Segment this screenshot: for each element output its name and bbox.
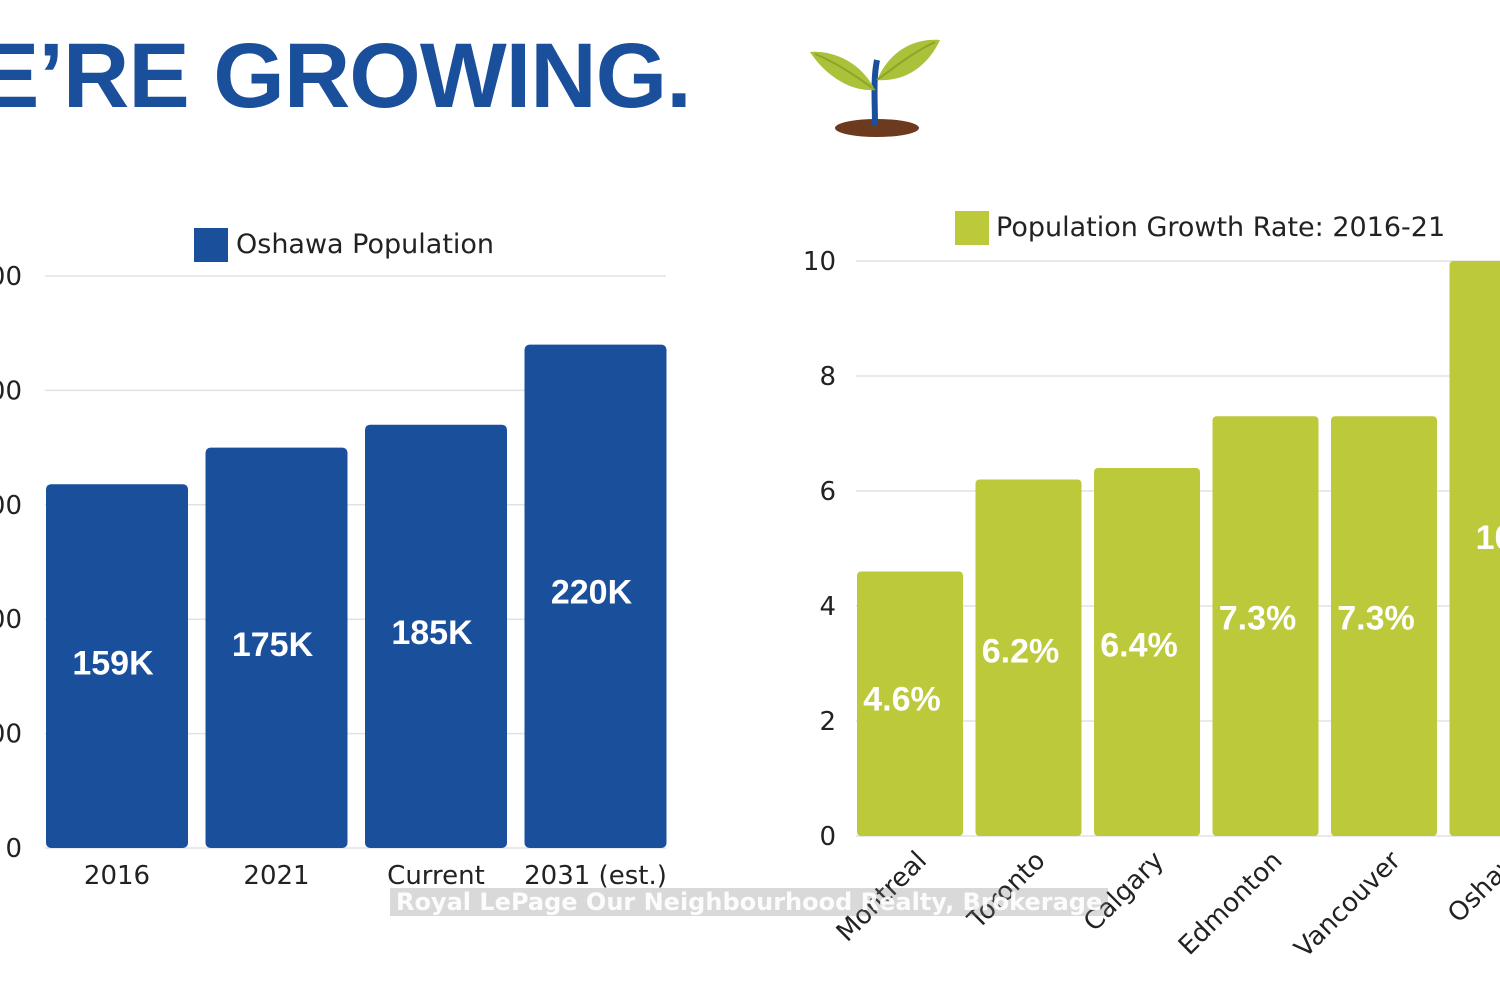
pop-y-tick-label: 00 (0, 262, 22, 292)
growth-data-label: 7.3% (1219, 600, 1297, 638)
growth-data-label: 6.2% (982, 633, 1060, 671)
sprout-icon (810, 39, 940, 137)
pop-bar-2016 (46, 484, 188, 848)
legend-swatch-oshawa-population (194, 228, 228, 262)
growth-x-tick-label: Vancouver (1289, 846, 1407, 964)
growth-y-tick-label: 0 (819, 822, 836, 852)
page-title: E’RE GROWING. (0, 25, 692, 127)
pop-data-label: 175K (232, 626, 314, 664)
pop-x-tick-label: 2031 (est.) (524, 861, 667, 891)
pop-data-label: 220K (551, 573, 633, 611)
pop-x-tick-label: 2021 (243, 861, 309, 891)
legend-growth-rate: Population Growth Rate: 2016-21 (996, 212, 1445, 243)
growth-data-label: 7.3% (1337, 600, 1415, 638)
growth-y-tick-label: 4 (819, 592, 836, 622)
growth-x-tick-label: Edmonton (1173, 846, 1288, 961)
growth-y-tick-label: 8 (819, 362, 836, 392)
legend-oshawa-population: Oshawa Population (236, 229, 494, 260)
pop-y-tick-label: 00 (0, 491, 22, 521)
growth-bar-vancouver (1331, 416, 1437, 836)
growth-bar-montreal (857, 571, 963, 836)
pop-data-label: 159K (72, 644, 154, 682)
growth-data-label: 10 (1476, 519, 1500, 557)
watermark: Royal LePage Our Neighbourhood Realty, B… (390, 888, 1109, 916)
pop-data-label: 185K (391, 614, 473, 652)
growth-y-tick-label: 10 (803, 247, 836, 277)
growth-x-tick-label: Oshaw (1442, 846, 1500, 929)
growth-bar-edmonton (1212, 416, 1319, 836)
growth-y-tick-label: 2 (819, 707, 836, 737)
pop-bar-2021 (205, 447, 348, 848)
pop-x-tick-label: Current (387, 861, 485, 891)
growth-data-label: 6.4% (1100, 627, 1178, 665)
growth-bar-calgary (1094, 468, 1200, 836)
pop-bar-2031-est (524, 344, 667, 848)
pop-y-tick-label: 00 (0, 376, 22, 406)
pop-bar-current (365, 424, 507, 848)
pop-x-tick-label: 2016 (84, 861, 150, 891)
legend-swatch-growth-rate (955, 211, 989, 245)
growth-data-label: 4.6% (863, 680, 941, 718)
pop-y-tick-label: 00 (0, 720, 22, 750)
pop-y-tick-label: 0 (5, 834, 22, 864)
growth-y-tick-label: 6 (819, 477, 836, 507)
growth-bar-toronto (975, 479, 1082, 836)
growth-bar-oshaw (1449, 261, 1500, 836)
pop-y-tick-label: 00 (0, 605, 22, 635)
